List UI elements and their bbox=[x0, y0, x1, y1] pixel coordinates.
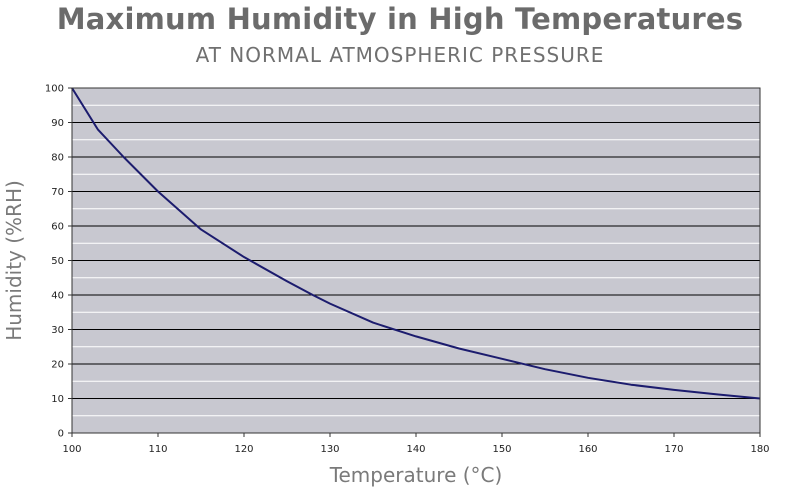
y-axis-title: Humidity (%RH) bbox=[2, 180, 26, 341]
x-tick-label: 170 bbox=[664, 444, 683, 455]
plot-frame bbox=[71, 87, 761, 434]
minor-grid bbox=[72, 104, 760, 417]
y-axis-ticks: 0 10 20 30 40 50 60 70 80 90 100 bbox=[45, 84, 72, 440]
y-tick-label: 40 bbox=[51, 291, 64, 302]
y-tick-label: 10 bbox=[51, 394, 64, 405]
y-tick-label: 20 bbox=[51, 360, 64, 371]
x-tick-label: 140 bbox=[406, 444, 425, 455]
y-tick-label: 30 bbox=[51, 325, 64, 336]
x-axis-title: Temperature (°C) bbox=[329, 463, 503, 487]
x-tick-label: 150 bbox=[492, 444, 511, 455]
y-tick-label: 60 bbox=[51, 222, 64, 233]
x-tick-label: 160 bbox=[578, 444, 597, 455]
series-line-humidity bbox=[71, 87, 761, 400]
x-tick-label: 100 bbox=[62, 444, 81, 455]
chart-title: Maximum Humidity in High Temperatures bbox=[56, 2, 744, 36]
y-tick-label: 90 bbox=[51, 118, 64, 129]
x-tick-label: 120 bbox=[234, 444, 253, 455]
chart-subtitle: AT NORMAL ATMOSPHERIC PRESSURE bbox=[195, 43, 605, 67]
y-tick-label: 50 bbox=[51, 256, 64, 267]
y-tick-label: 100 bbox=[45, 84, 64, 95]
y-tick-label: 80 bbox=[51, 153, 64, 164]
y-tick-label: 70 bbox=[51, 187, 64, 198]
x-tick-label: 130 bbox=[320, 444, 339, 455]
x-axis-ticks: 100 110 120 130 140 150 160 170 180 bbox=[62, 433, 770, 455]
x-tick-label: 180 bbox=[750, 444, 769, 455]
x-tick-label: 110 bbox=[148, 444, 167, 455]
y-tick-label: 0 bbox=[58, 429, 64, 440]
